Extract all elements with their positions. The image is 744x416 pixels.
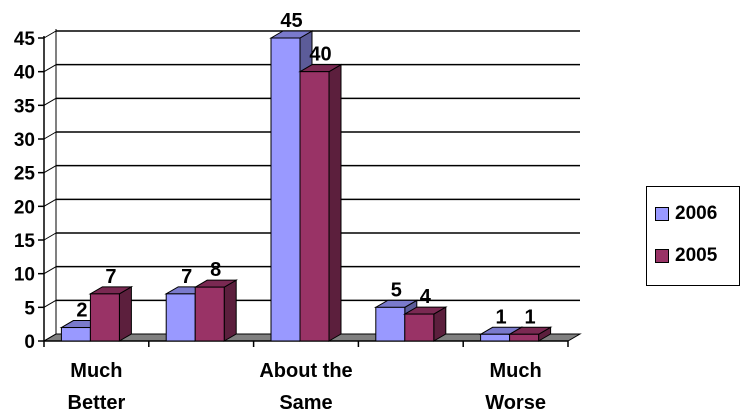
x-tick-labels: Much Better About the Same Much Worse — [68, 360, 546, 414]
data-label-2005-0: 7 — [105, 266, 116, 288]
x-tick-label: Same — [279, 392, 332, 414]
data-label-2005-4: 1 — [525, 306, 536, 328]
bar-2005-0 — [88, 285, 134, 342]
y-tick-label: 25 — [14, 164, 36, 185]
bars — [59, 30, 553, 342]
y-tick-labels: 0 5 10 15 20 25 30 35 40 45 — [14, 29, 36, 353]
x-tick-label: Better — [68, 392, 126, 414]
y-tick-label: 5 — [24, 298, 35, 319]
gridline-diagonal — [43, 165, 57, 174]
y-tick-label: 20 — [14, 197, 35, 218]
data-label-2006-0: 2 — [76, 300, 87, 322]
data-label-2006-1: 7 — [181, 266, 192, 288]
x-tick-label: About the — [259, 360, 352, 382]
bar-2005-2 — [298, 63, 343, 342]
legend-label-2005: 2005 — [675, 245, 718, 266]
gridline-diagonal — [43, 64, 57, 73]
y-tick-label: 30 — [14, 130, 35, 151]
y-tick-label: 40 — [14, 63, 35, 84]
legend: 2006 2005 — [646, 186, 740, 286]
gridline-diagonal — [43, 131, 57, 140]
y-tick-label: 45 — [14, 29, 36, 50]
gridline-diagonal — [43, 232, 57, 241]
legend-item-2005: 2005 — [655, 245, 717, 267]
data-label-2006-4: 1 — [496, 306, 507, 328]
gridline-diagonal — [43, 266, 57, 275]
bar-2005-1 — [193, 279, 239, 342]
y-tick-label: 35 — [14, 96, 36, 117]
data-label-2005-3: 4 — [420, 286, 432, 308]
data-label-2006-3: 5 — [391, 279, 402, 301]
y-tick-label: 15 — [14, 231, 36, 252]
y-tick-label: 10 — [14, 265, 35, 286]
x-tick-label: Worse — [485, 392, 546, 414]
gridline-diagonal — [43, 97, 57, 106]
bar-2005-3 — [402, 306, 448, 342]
data-label-2005-1: 8 — [210, 259, 221, 281]
x-tick-label: Much — [70, 360, 122, 382]
legend-label-2006: 2006 — [675, 203, 718, 224]
x-tick-label: Much — [489, 360, 541, 382]
gridline-diagonal — [43, 30, 57, 39]
gridline-diagonal — [43, 299, 57, 308]
legend-swatch-2006 — [655, 207, 669, 221]
legend-item-2006: 2006 — [655, 203, 717, 225]
legend-swatch-2005 — [655, 249, 669, 263]
gridline-diagonal — [43, 333, 57, 342]
data-label-2006-2: 45 — [280, 10, 302, 32]
y-tick-label: 0 — [24, 332, 35, 353]
bar-2005-4 — [507, 326, 553, 342]
gridline-diagonal — [43, 198, 57, 207]
data-label-2005-2: 40 — [309, 44, 331, 66]
